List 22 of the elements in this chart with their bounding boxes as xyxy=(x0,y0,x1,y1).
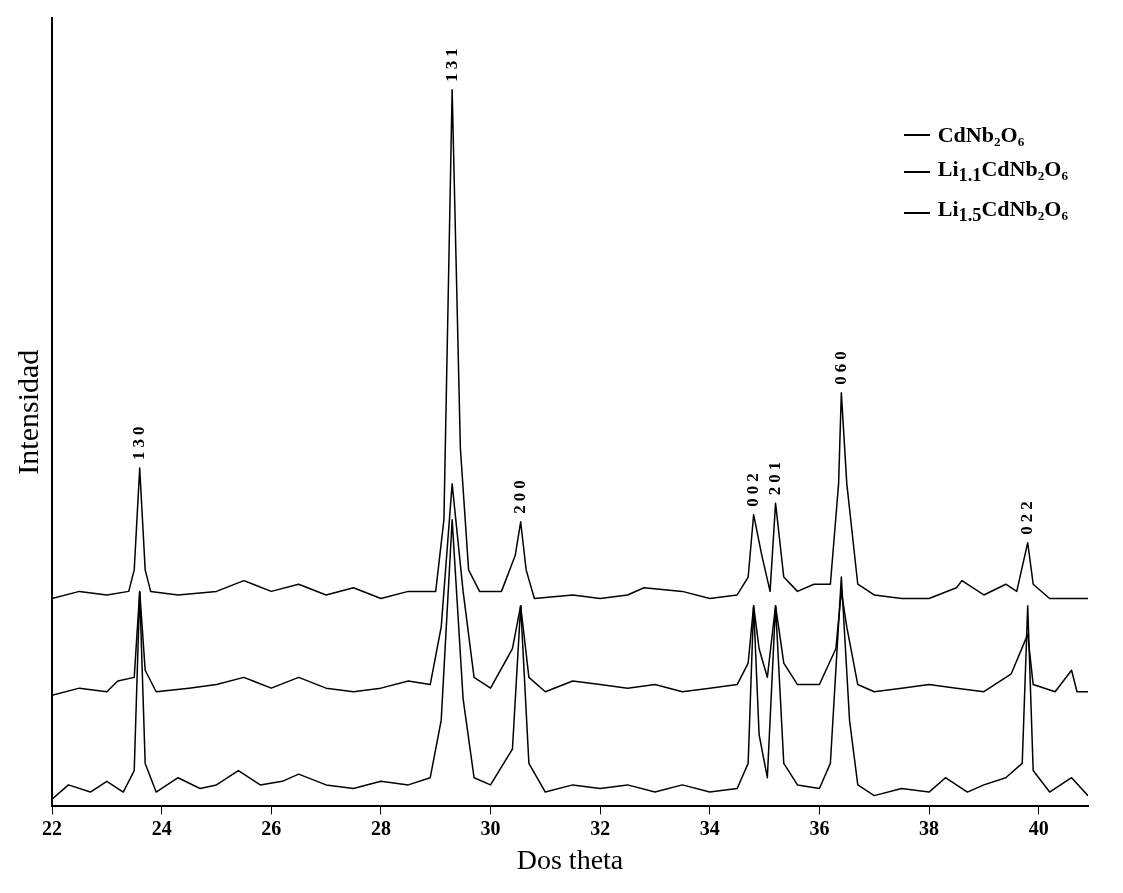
legend-label: Li$_{1.5}$CdNb₂O₆ xyxy=(937,195,1068,228)
x-tick-label: 24 xyxy=(151,816,172,839)
x-tick-label: 22 xyxy=(42,816,62,839)
annotation: 130 xyxy=(129,422,149,461)
x-tick-label: 34 xyxy=(699,816,720,839)
x-axis-title: Dos theta xyxy=(516,843,624,875)
x-tick-label: 26 xyxy=(261,816,282,839)
x-tick-label: 32 xyxy=(590,816,611,839)
legend-label: CdNb₂O₆ xyxy=(937,121,1025,149)
y-axis-title: Intensidad xyxy=(10,349,44,475)
annotation: 201 xyxy=(764,457,784,496)
x-tick-label: 28 xyxy=(370,816,391,839)
annotation: 131 xyxy=(441,44,461,82)
x-tick-label: 38 xyxy=(919,816,940,839)
x-tick-label: 36 xyxy=(809,816,830,839)
annotation: 022 xyxy=(1017,497,1037,535)
legend-label: Li$_{1.1}$CdNb₂O₆ xyxy=(937,155,1068,188)
annotation: 200 xyxy=(510,476,530,514)
x-tick-label: 40 xyxy=(1028,816,1049,839)
annotation: 060 xyxy=(830,347,850,385)
annotation: 002 xyxy=(743,469,763,507)
x-tick-label: 30 xyxy=(480,816,501,839)
